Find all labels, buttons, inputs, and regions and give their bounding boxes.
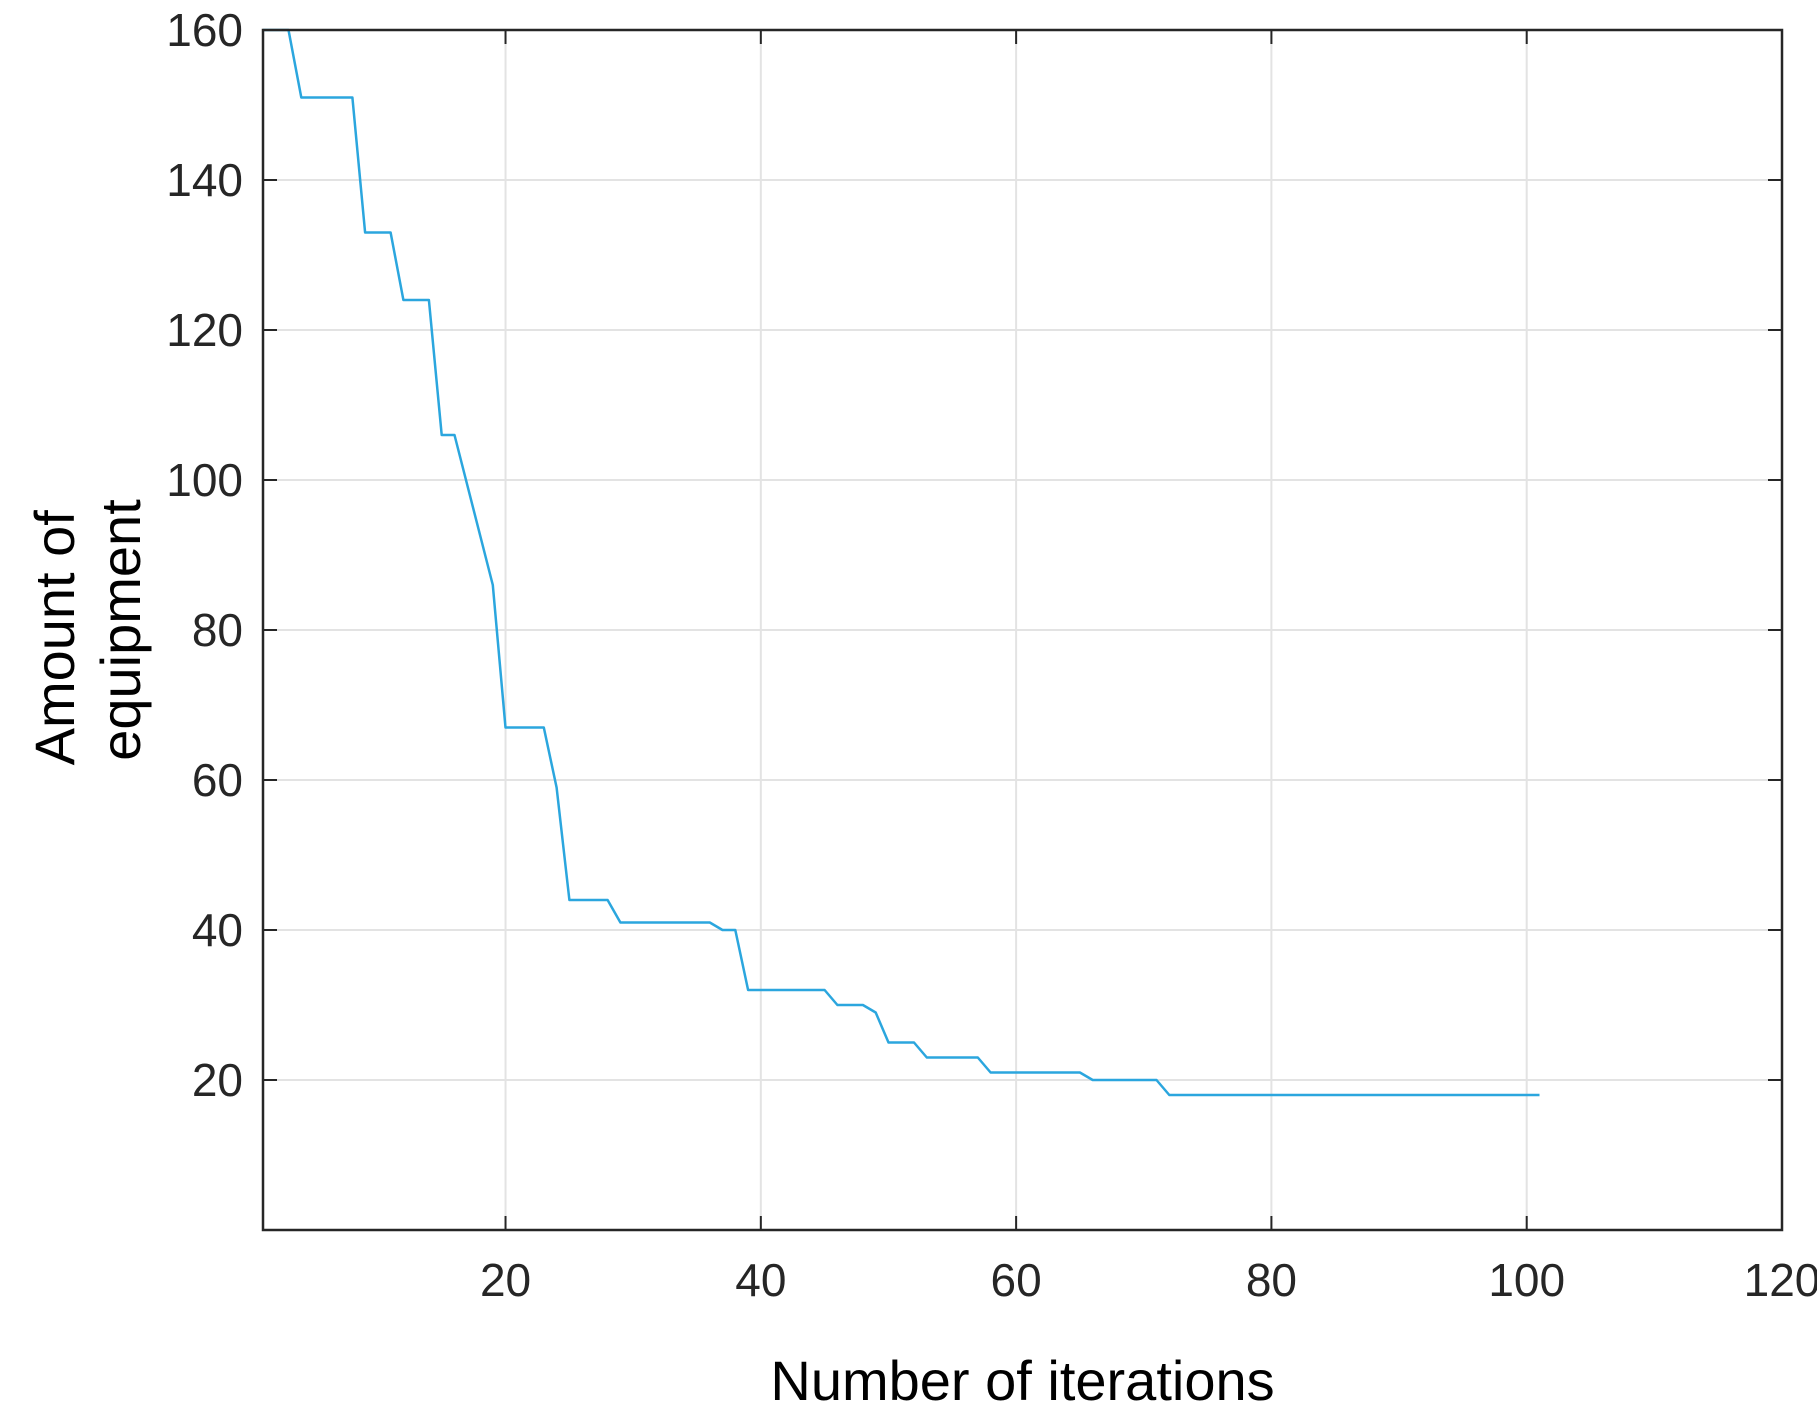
y-tick-label: 100 xyxy=(166,454,243,506)
x-tick-label: 60 xyxy=(991,1254,1042,1306)
y-axis-label-line-1: Amount of xyxy=(23,510,86,766)
y-tick-label: 40 xyxy=(192,904,243,956)
x-tick-label: 120 xyxy=(1744,1254,1817,1306)
y-tick-label: 80 xyxy=(192,604,243,656)
y-tick-label: 160 xyxy=(166,4,243,56)
plot-area-frame xyxy=(261,28,1784,1232)
x-tick-label: 40 xyxy=(735,1254,786,1306)
x-tick-label: 100 xyxy=(1488,1254,1565,1306)
y-tick-label: 120 xyxy=(166,304,243,356)
y-tick-label: 20 xyxy=(192,1054,243,1106)
grid-lines xyxy=(263,29,1783,1230)
y-tick-label: 140 xyxy=(166,154,243,206)
tick-labels: 20 40 60 80 100 120 20 40 60 80 100 120 140 160 xyxy=(166,4,1817,1306)
y-axis-label: Amount of equipment xyxy=(23,495,152,766)
y-tick-label: 60 xyxy=(192,754,243,806)
x-tick-label: 80 xyxy=(1246,1254,1297,1306)
axes xyxy=(261,28,1784,1232)
y-axis-label-line-2: equipment xyxy=(89,499,152,761)
x-tick-label: 20 xyxy=(480,1254,531,1306)
x-axis-label: Number of iterations xyxy=(770,1349,1274,1412)
series-line xyxy=(263,28,1540,1097)
series-line-layer xyxy=(263,28,1540,1097)
